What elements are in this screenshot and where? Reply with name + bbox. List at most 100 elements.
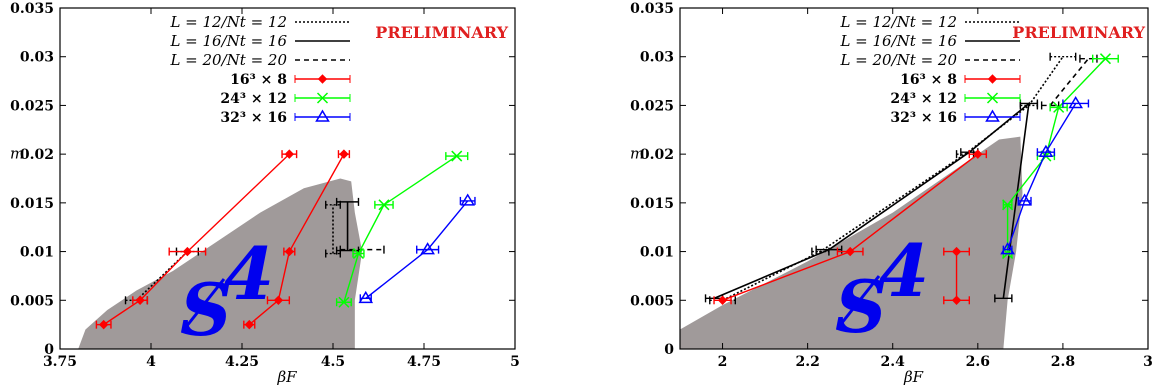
y-tick-label: 0.025	[630, 98, 674, 114]
x-tick-label: 2	[718, 354, 728, 370]
y-tick-label: 0.005	[10, 293, 54, 309]
x-tick-label: 4	[146, 354, 156, 370]
series-3	[713, 149, 988, 305]
marker-diamond	[284, 149, 295, 159]
series-5	[243, 149, 351, 330]
legend-label: L = 16/Nt = 16	[169, 32, 287, 50]
marker-triangle	[985, 109, 1000, 122]
plot-frame	[59, 7, 516, 350]
y-tick-label: 0	[664, 342, 674, 358]
x-tick-label: 4.75	[407, 354, 441, 370]
legend-label: L = 12/Nt = 12	[839, 13, 957, 31]
x-tick-label: 3	[1143, 354, 1153, 370]
x-tick-label: 5	[510, 354, 520, 370]
chart-panel-right: S 4 2 2.2 2.4 2.6 2.8 3 0 0.005 0.01 0.015 0.02 0.025…	[580, 0, 1153, 390]
marker-diamond	[244, 319, 254, 330]
marker-cross	[352, 247, 365, 260]
marker-triangle	[420, 242, 435, 255]
legend-label: L = 20/Nt = 20	[169, 51, 287, 69]
marker-diamond	[135, 295, 145, 305]
legend-label: L = 12/Nt = 12	[169, 13, 287, 31]
region-slash	[839, 275, 881, 325]
series-line	[248, 153, 345, 326]
marker-cross	[1053, 101, 1065, 113]
marker-triangle	[315, 109, 330, 122]
y-tick-label: 0.025	[10, 98, 54, 114]
x-tick-label: 4.25	[225, 354, 259, 370]
y-tick-label: 0.03	[20, 50, 54, 66]
marker-cross	[1002, 199, 1014, 211]
marker-diamond	[98, 319, 109, 330]
legend-label: L = 20/Nt = 20	[839, 51, 957, 69]
y-tick-label: 0.015	[10, 196, 54, 212]
legend-label: 16³ × 8	[230, 72, 287, 88]
phase-region	[680, 136, 1023, 349]
marker-triangle	[1068, 96, 1083, 109]
x-tick-label: 2.2	[795, 354, 819, 370]
chart-left: S43.75 4 4.25 4.5 4.75 500.0050.010.0150.020.…	[10, 1, 520, 386]
series-6	[335, 150, 469, 308]
y-tick-label: 0.015	[630, 196, 674, 212]
series-line	[103, 153, 290, 326]
x-tick-label: 2.8	[1051, 354, 1075, 370]
y-axis-label: m	[10, 145, 24, 163]
marker-triangle	[1038, 144, 1054, 157]
marker-diamond	[317, 74, 328, 84]
marker-triangle	[358, 290, 374, 304]
x-tick-label: 2.6	[966, 354, 990, 370]
marker-diamond	[973, 149, 983, 159]
marker-diamond	[284, 246, 295, 257]
plot-frame	[679, 7, 1149, 350]
marker-triangle	[1000, 242, 1015, 255]
region-slash	[184, 278, 226, 328]
y-tick-label: 0.01	[640, 245, 674, 261]
preliminary-label: PRELIMINARY	[375, 23, 508, 42]
series-6	[1000, 96, 1090, 255]
y-tick-label: 0.035	[630, 1, 674, 17]
marker-triangle	[460, 193, 476, 206]
x-tick-label: 4.5	[321, 354, 345, 370]
legend-label: 32³ × 16	[890, 110, 957, 126]
series-line	[1006, 103, 1077, 250]
marker-cross	[986, 92, 999, 104]
marker-cross	[1099, 53, 1111, 65]
y-tick-label: 0.03	[640, 50, 674, 66]
marker-diamond	[951, 295, 962, 305]
chart-panel-left: S 4 3.75 4 4.25 4.5 4.75 5 0 0.005 0.01 0.015 0.02 0.…	[0, 0, 560, 390]
marker-triangle	[1017, 193, 1032, 206]
marker-cross	[338, 296, 350, 308]
marker-cross	[378, 199, 390, 211]
series-line	[343, 155, 458, 303]
marker-diamond	[987, 74, 998, 84]
marker-diamond	[182, 246, 193, 257]
chart-right: S42 2.2 2.4 2.6 2.8 300.0050.010.0150.020.025…	[630, 1, 1153, 386]
preliminary-label: PRELIMINARY	[1012, 23, 1145, 42]
legend-label: 16³ × 8	[900, 72, 957, 88]
legend-label: L = 16/Nt = 16	[839, 32, 957, 50]
legend-label: 24³ × 12	[220, 91, 287, 107]
x-axis-label: βF	[903, 368, 924, 386]
region-superscript: 4	[879, 228, 929, 313]
x-axis-label: βF	[277, 368, 298, 386]
y-tick-label: 0.01	[20, 245, 54, 261]
x-tick-label: 3.75	[43, 354, 77, 370]
y-tick-label: 0.02	[20, 147, 54, 163]
marker-diamond	[273, 295, 284, 305]
marker-diamond	[951, 246, 962, 257]
y-tick-label: 0.005	[630, 293, 674, 309]
x-tick-label: 2.4	[881, 354, 906, 370]
y-tick-label: 0.035	[10, 1, 54, 17]
y-tick-label: 0.02	[640, 147, 674, 163]
series-line	[1049, 58, 1090, 106]
marker-cross	[316, 92, 329, 104]
marker-cross	[451, 150, 463, 162]
marker-diamond	[845, 246, 855, 257]
series-4	[95, 149, 298, 330]
marker-diamond	[717, 295, 728, 305]
region-superscript: 4	[224, 231, 274, 316]
legend-label: 24³ × 12	[890, 91, 957, 107]
series-4	[943, 246, 971, 305]
series-7	[358, 193, 476, 304]
legend-label: 32³ × 16	[220, 110, 287, 126]
y-axis-label: m	[630, 145, 644, 163]
